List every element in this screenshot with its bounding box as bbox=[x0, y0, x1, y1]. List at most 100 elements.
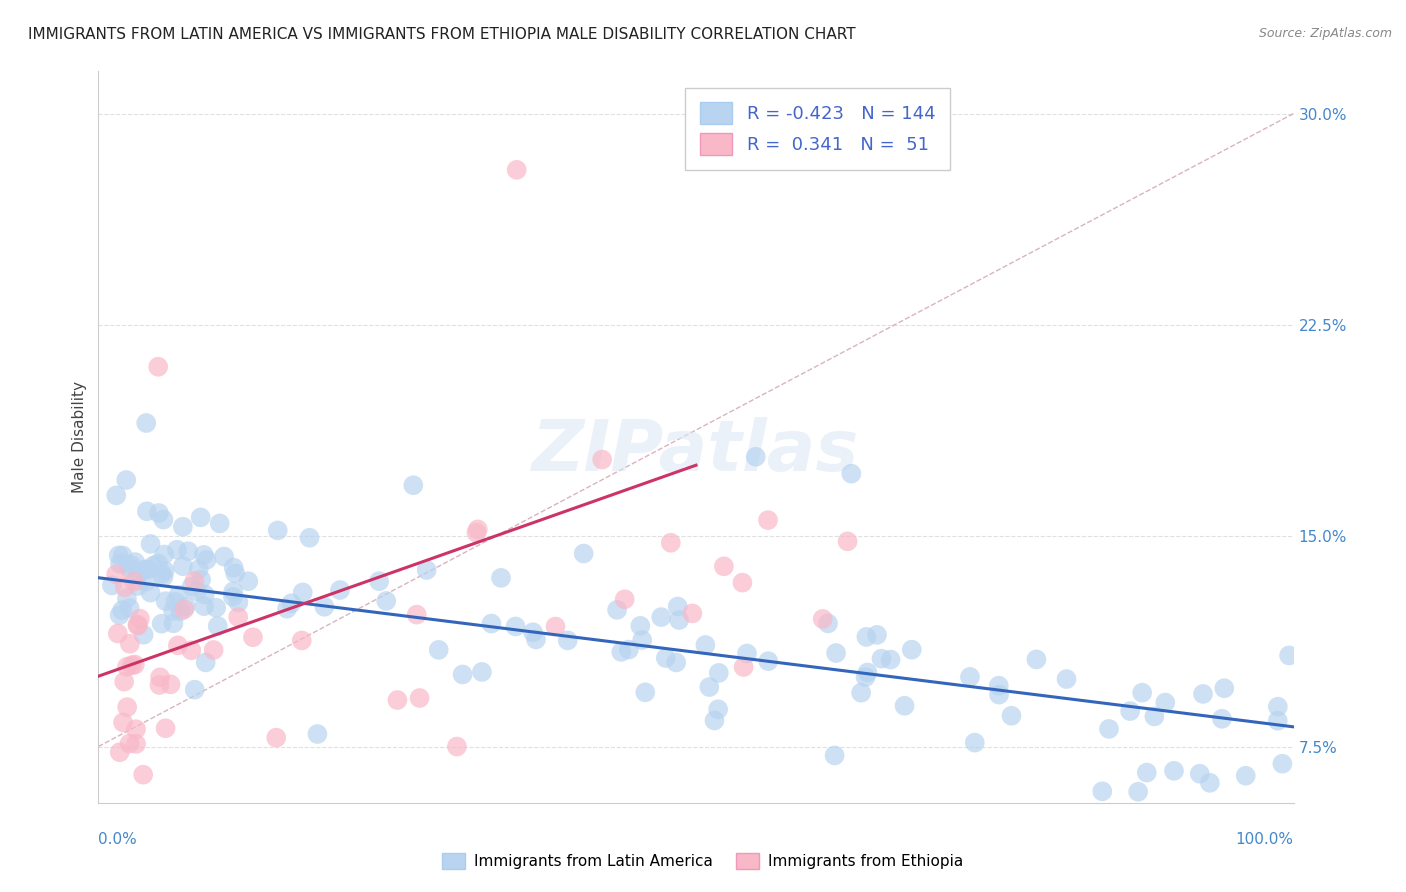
Point bbox=[124, 657, 146, 672]
Point bbox=[314, 599, 336, 614]
Point bbox=[855, 670, 877, 684]
Point bbox=[124, 555, 146, 569]
Point bbox=[280, 596, 302, 610]
Point bbox=[959, 670, 981, 684]
Point bbox=[634, 685, 657, 699]
Point bbox=[115, 660, 138, 674]
Point bbox=[128, 612, 150, 626]
Point bbox=[1163, 764, 1185, 778]
Point bbox=[125, 737, 148, 751]
Point bbox=[150, 616, 173, 631]
Y-axis label: Male Disability: Male Disability bbox=[72, 381, 87, 493]
Point bbox=[489, 571, 512, 585]
Point bbox=[591, 452, 613, 467]
Point bbox=[811, 612, 834, 626]
Point bbox=[524, 632, 547, 647]
Point bbox=[522, 625, 544, 640]
Point bbox=[870, 651, 893, 665]
Point bbox=[1267, 699, 1289, 714]
Point bbox=[125, 568, 148, 582]
Point bbox=[668, 613, 690, 627]
Point bbox=[387, 693, 409, 707]
Point bbox=[756, 654, 779, 668]
Point bbox=[703, 714, 725, 728]
Point bbox=[307, 727, 329, 741]
Point bbox=[112, 715, 135, 730]
Point bbox=[155, 721, 177, 735]
Point bbox=[112, 674, 135, 689]
Point bbox=[107, 549, 129, 563]
Point bbox=[202, 643, 225, 657]
Point bbox=[735, 647, 758, 661]
Point bbox=[745, 450, 768, 464]
Point bbox=[180, 580, 202, 594]
Point bbox=[666, 599, 689, 614]
Point bbox=[125, 723, 148, 737]
Point bbox=[451, 667, 474, 681]
Point bbox=[467, 522, 489, 536]
Point bbox=[900, 642, 922, 657]
Point bbox=[208, 516, 231, 531]
Point bbox=[195, 553, 218, 567]
Point bbox=[613, 592, 636, 607]
Point bbox=[1188, 766, 1211, 780]
Point bbox=[987, 679, 1010, 693]
Point bbox=[650, 610, 672, 624]
Point bbox=[963, 736, 986, 750]
Point bbox=[132, 767, 155, 781]
Point bbox=[238, 574, 260, 589]
Point bbox=[165, 595, 187, 609]
Point bbox=[121, 658, 143, 673]
Point bbox=[1098, 722, 1121, 736]
Point bbox=[988, 688, 1011, 702]
Point bbox=[207, 619, 229, 633]
Point bbox=[205, 600, 228, 615]
Point bbox=[152, 513, 174, 527]
Point bbox=[1130, 686, 1153, 700]
Legend: Immigrants from Latin America, Immigrants from Ethiopia: Immigrants from Latin America, Immigrant… bbox=[436, 847, 970, 875]
Point bbox=[152, 570, 174, 584]
Point bbox=[180, 643, 202, 657]
Point bbox=[139, 585, 162, 599]
Text: 100.0%: 100.0% bbox=[1236, 832, 1294, 847]
Point bbox=[101, 578, 124, 592]
Point bbox=[697, 680, 720, 694]
Point bbox=[1199, 776, 1222, 790]
Point bbox=[1136, 765, 1159, 780]
Point bbox=[169, 604, 191, 618]
Point bbox=[149, 670, 172, 684]
Point bbox=[465, 525, 488, 540]
Point bbox=[695, 638, 717, 652]
Point bbox=[135, 574, 157, 589]
Point bbox=[105, 488, 128, 502]
Text: Source: ZipAtlas.com: Source: ZipAtlas.com bbox=[1258, 27, 1392, 40]
Point bbox=[153, 548, 176, 562]
Point bbox=[1213, 681, 1236, 696]
Point bbox=[194, 656, 217, 670]
Point bbox=[427, 643, 450, 657]
Point bbox=[408, 691, 430, 706]
Point bbox=[837, 534, 859, 549]
Point bbox=[139, 537, 162, 551]
Point bbox=[264, 731, 287, 745]
Point bbox=[122, 574, 145, 589]
Point bbox=[1211, 712, 1233, 726]
Point bbox=[114, 580, 136, 594]
Point bbox=[153, 564, 176, 578]
Point bbox=[212, 549, 235, 564]
Point bbox=[817, 616, 839, 631]
Point bbox=[893, 698, 915, 713]
Point bbox=[276, 601, 298, 615]
Text: 0.0%: 0.0% bbox=[98, 832, 138, 847]
Point bbox=[1056, 672, 1078, 686]
Point bbox=[655, 651, 678, 665]
Point bbox=[172, 520, 194, 534]
Point bbox=[115, 700, 138, 714]
Point bbox=[681, 607, 703, 621]
Point bbox=[1025, 652, 1047, 666]
Point bbox=[115, 473, 138, 487]
Point bbox=[148, 506, 170, 520]
Point bbox=[173, 602, 195, 616]
Point bbox=[329, 582, 352, 597]
Point bbox=[879, 652, 901, 666]
